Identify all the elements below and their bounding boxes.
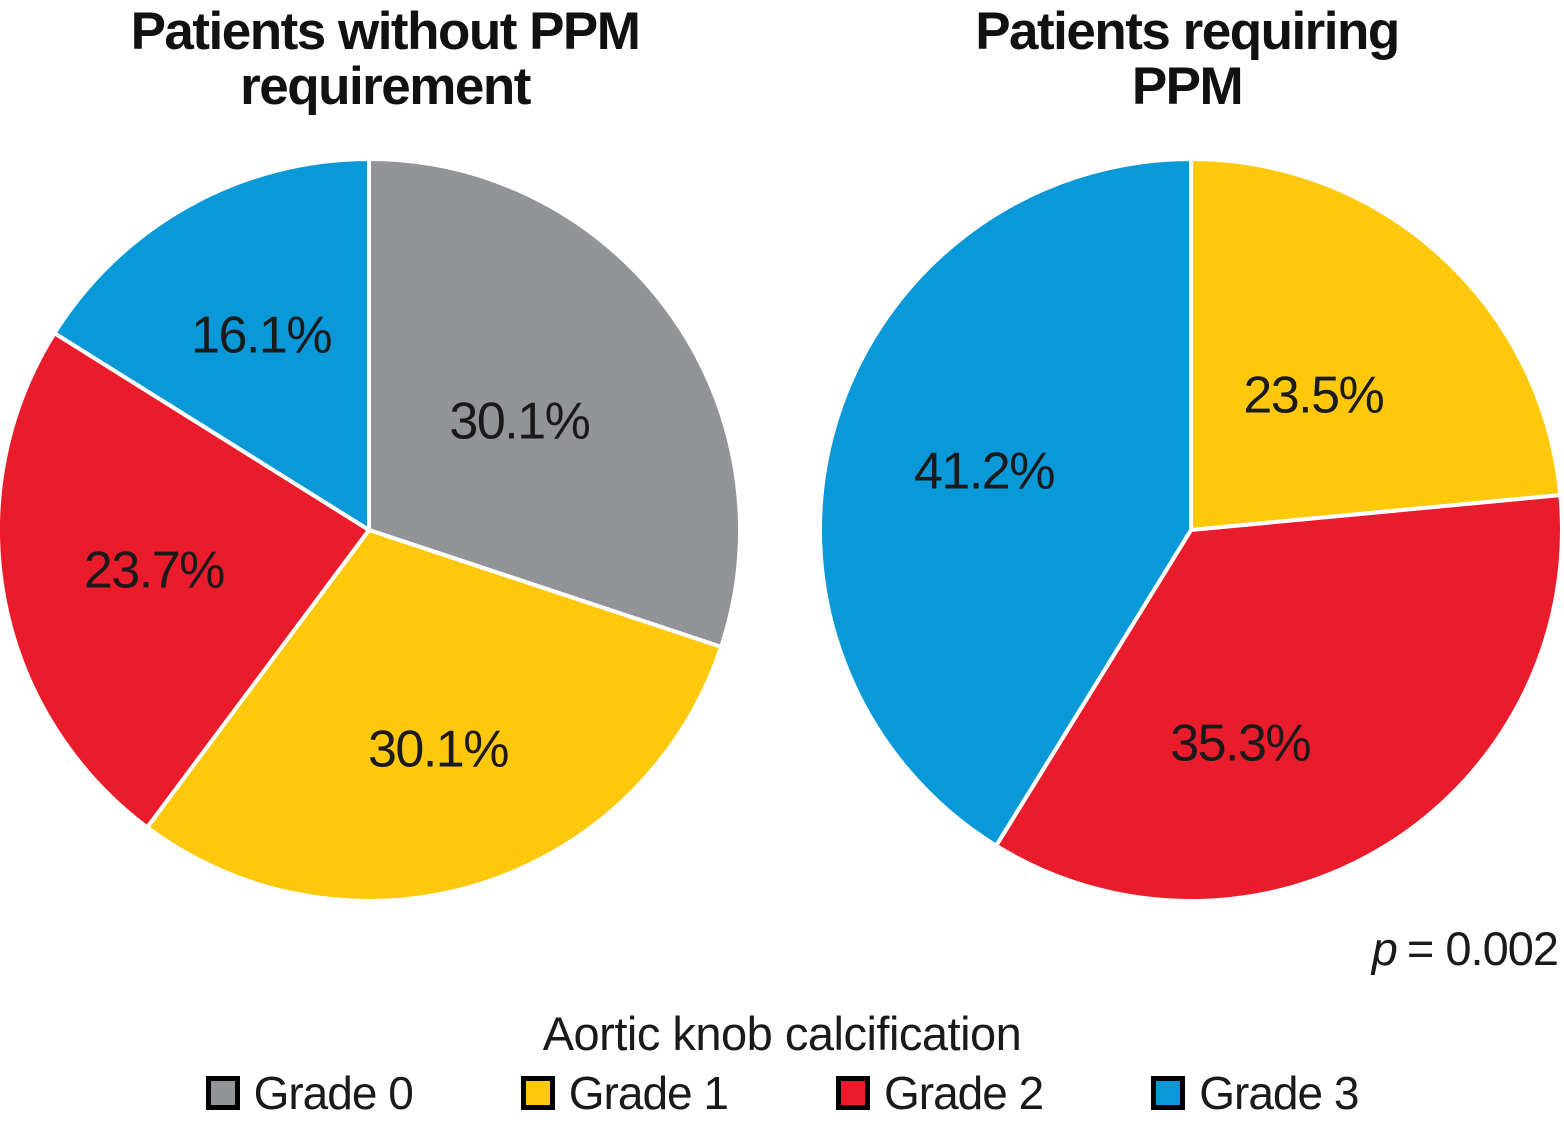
legend: Grade 0 Grade 1 Grade 2 Grade 3 (0, 1066, 1564, 1120)
grade-3-swatch-icon (1151, 1076, 1186, 1110)
slice-label-grade-2: 23.7% (84, 541, 224, 599)
pie-slice-grade-1 (1189, 157, 1563, 532)
pie-requiring-ppm: 23.5% 35.3% 41.2% (818, 157, 1564, 903)
slice-label-grade-1: 30.1% (368, 720, 508, 778)
slice-label-grade-0: 30.1% (449, 392, 589, 450)
legend-label-grade-1: Grade 1 (568, 1067, 729, 1119)
slice-label-grade-2: 35.3% (1170, 714, 1310, 772)
p-value-number: = 0.002 (1406, 922, 1559, 975)
grade-2-swatch-icon (836, 1076, 870, 1110)
legend-item-grade-1: Grade 1 (520, 1066, 729, 1120)
legend-title: Aortic knob calcification (542, 1007, 1022, 1060)
legend-item-grade-0: Grade 0 (205, 1066, 414, 1120)
pie-slice-grade-2 (994, 493, 1564, 903)
pie-slice-grade-3 (52, 157, 371, 532)
slice-label-grade-1: 23.5% (1243, 367, 1383, 425)
p-value-annotation: p = 0.002 (1371, 921, 1559, 976)
slice-label-grade-3: 16.1% (191, 306, 331, 364)
legend-label-grade-3: Grade 3 (1199, 1067, 1359, 1119)
right-pie-title: Patients requiring PPM (975, 2, 1400, 117)
pie-slice-grade-1 (145, 528, 724, 903)
pie-without-ppm-requirement: 30.1% 30.1% 23.7% 16.1% (0, 157, 742, 903)
p-value-symbol: p (1371, 922, 1398, 975)
grade-1-swatch-icon (520, 1076, 555, 1110)
grade-0-swatch-icon (205, 1076, 240, 1110)
legend-label-grade-0: Grade 0 (253, 1067, 414, 1119)
pie-slice-grade-3 (818, 157, 1193, 848)
pie-slice-grade-2 (0, 331, 371, 830)
pie-slice-grade-0 (367, 157, 742, 649)
left-pie-title: Patients without PPM requirement (130, 2, 641, 117)
legend-item-grade-2: Grade 2 (836, 1066, 1044, 1120)
legend-label-grade-2: Grade 2 (884, 1067, 1044, 1119)
slice-label-grade-3: 41.2% (914, 442, 1054, 500)
legend-item-grade-3: Grade 3 (1151, 1066, 1359, 1120)
